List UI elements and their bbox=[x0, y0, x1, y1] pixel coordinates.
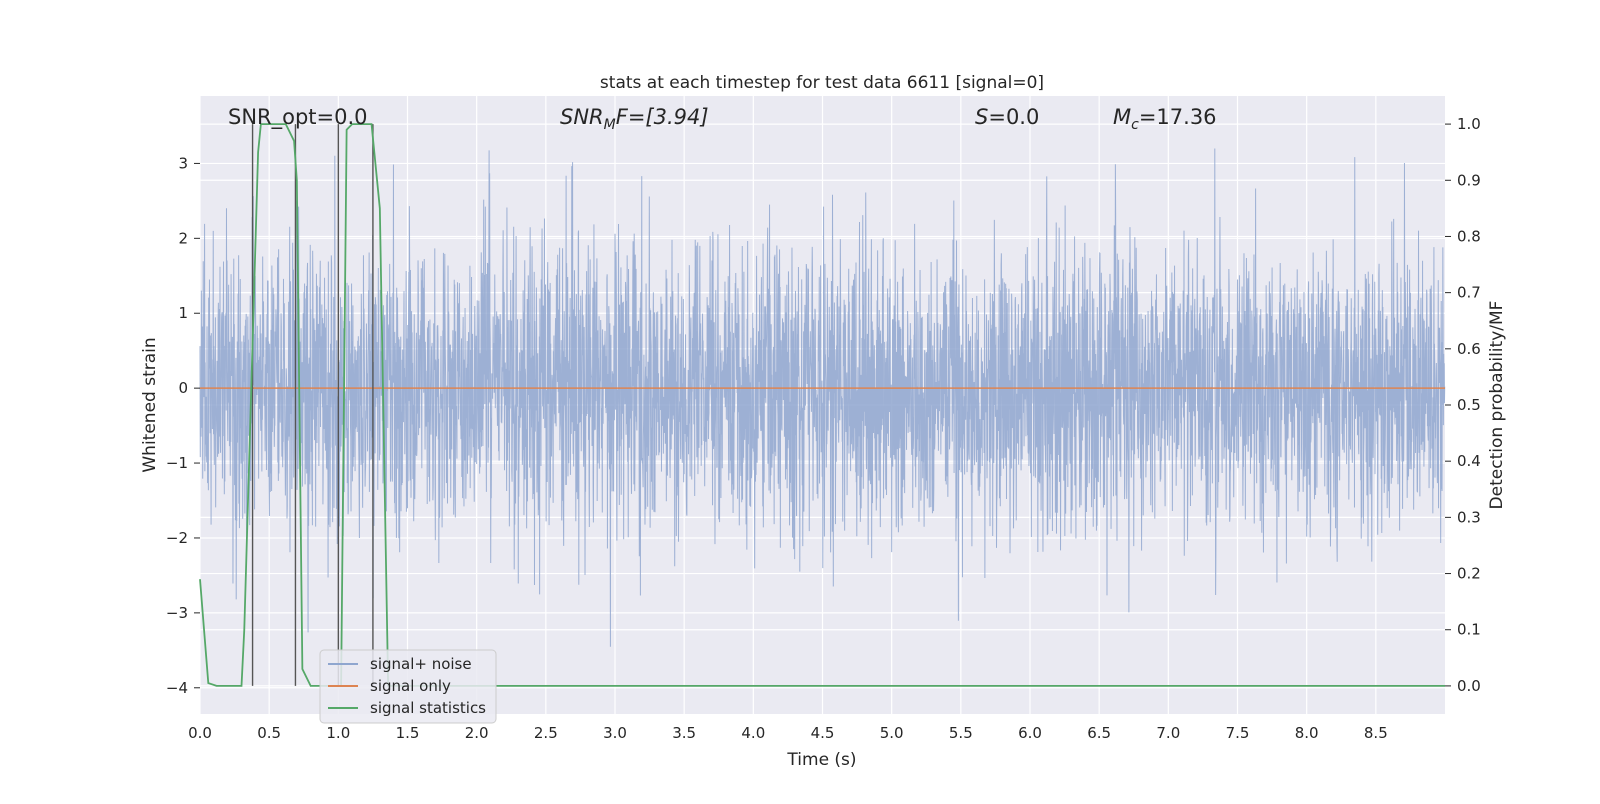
x-tick-label: 6.5 bbox=[1087, 724, 1111, 742]
x-tick-label: 4.0 bbox=[741, 724, 765, 742]
y-left-tick-label: 0 bbox=[178, 379, 188, 397]
y-left-tick-label: 2 bbox=[178, 229, 188, 247]
y-left-tick-label: −4 bbox=[166, 679, 188, 697]
x-tick-label: 2.5 bbox=[534, 724, 558, 742]
s-annotation: S=0.0 bbox=[975, 105, 1039, 129]
x-tick-label: 3.5 bbox=[672, 724, 696, 742]
y-right-tick-label: 0.5 bbox=[1457, 396, 1481, 414]
tick-layer: 0.0 0.5 1.0 1.5 2.0 2.5 3.0 3.5 4.0 4.5 5.0 5.5 6.0 6… bbox=[166, 115, 1481, 742]
x-tick-label: 8.5 bbox=[1364, 724, 1388, 742]
x-tick-label: 3.0 bbox=[603, 724, 627, 742]
x-tick-label: 6.0 bbox=[1018, 724, 1042, 742]
x-tick-label: 4.5 bbox=[811, 724, 835, 742]
legend-label-signal-only: signal only bbox=[370, 677, 451, 695]
x-tick-label: 1.5 bbox=[396, 724, 420, 742]
y-left-tick-label: 3 bbox=[178, 154, 188, 172]
y-right-tick-label: 0.3 bbox=[1457, 508, 1481, 526]
y-right-tick-label: 1.0 bbox=[1457, 115, 1481, 133]
legend-label-signal-noise: signal+ noise bbox=[370, 655, 472, 673]
legend: signal+ noise signal only signal statist… bbox=[319, 649, 497, 724]
y-right-tick-label: 0.7 bbox=[1457, 284, 1481, 302]
x-tick-label: 0.5 bbox=[257, 724, 281, 742]
mc-annotation: Mc=17.36 bbox=[1113, 105, 1217, 133]
x-tick-label: 2.0 bbox=[465, 724, 489, 742]
y-axis-label-right: Detection probability/MF bbox=[1487, 301, 1507, 510]
x-tick-label: 5.5 bbox=[949, 724, 973, 742]
legend-label-signal-statistics: signal statistics bbox=[370, 699, 486, 717]
y-axis-label-left: Whitened strain bbox=[140, 337, 160, 472]
snr-opt-annotation: SNR_opt=0.0 bbox=[228, 105, 368, 130]
signal-statistics-line bbox=[199, 123, 1445, 687]
y-right-tick-label: 0.2 bbox=[1457, 565, 1481, 583]
y-right-tick-label: 0.9 bbox=[1457, 171, 1481, 189]
y-left-tick-label: −2 bbox=[166, 529, 188, 547]
y-right-tick-label: 0.0 bbox=[1457, 677, 1481, 695]
y-right-tick-label: 0.1 bbox=[1457, 621, 1481, 639]
x-tick-label: 7.5 bbox=[1226, 724, 1250, 742]
x-tick-label: 7.0 bbox=[1156, 724, 1180, 742]
x-tick-label: 0.0 bbox=[188, 724, 212, 742]
chart-title: stats at each timestep for test data 661… bbox=[600, 73, 1044, 93]
signal-noise-line bbox=[199, 148, 1446, 647]
y-left-tick-label: 1 bbox=[178, 304, 188, 322]
y-right-tick-label: 0.6 bbox=[1457, 340, 1481, 358]
x-tick-label: 8.0 bbox=[1295, 724, 1319, 742]
y-right-tick-label: 0.4 bbox=[1457, 452, 1481, 470]
x-tick-label: 5.0 bbox=[880, 724, 904, 742]
snr-mf-annotation: SNRMF=[3.94] bbox=[560, 105, 709, 133]
y-right-tick-label: 0.8 bbox=[1457, 227, 1481, 245]
data-layer bbox=[199, 123, 1446, 687]
y-left-tick-label: −3 bbox=[166, 604, 188, 622]
legend-box bbox=[319, 649, 497, 724]
y-left-tick-label: −1 bbox=[166, 454, 188, 472]
x-tick-label: 1.0 bbox=[326, 724, 350, 742]
x-axis-label: Time (s) bbox=[786, 750, 856, 770]
